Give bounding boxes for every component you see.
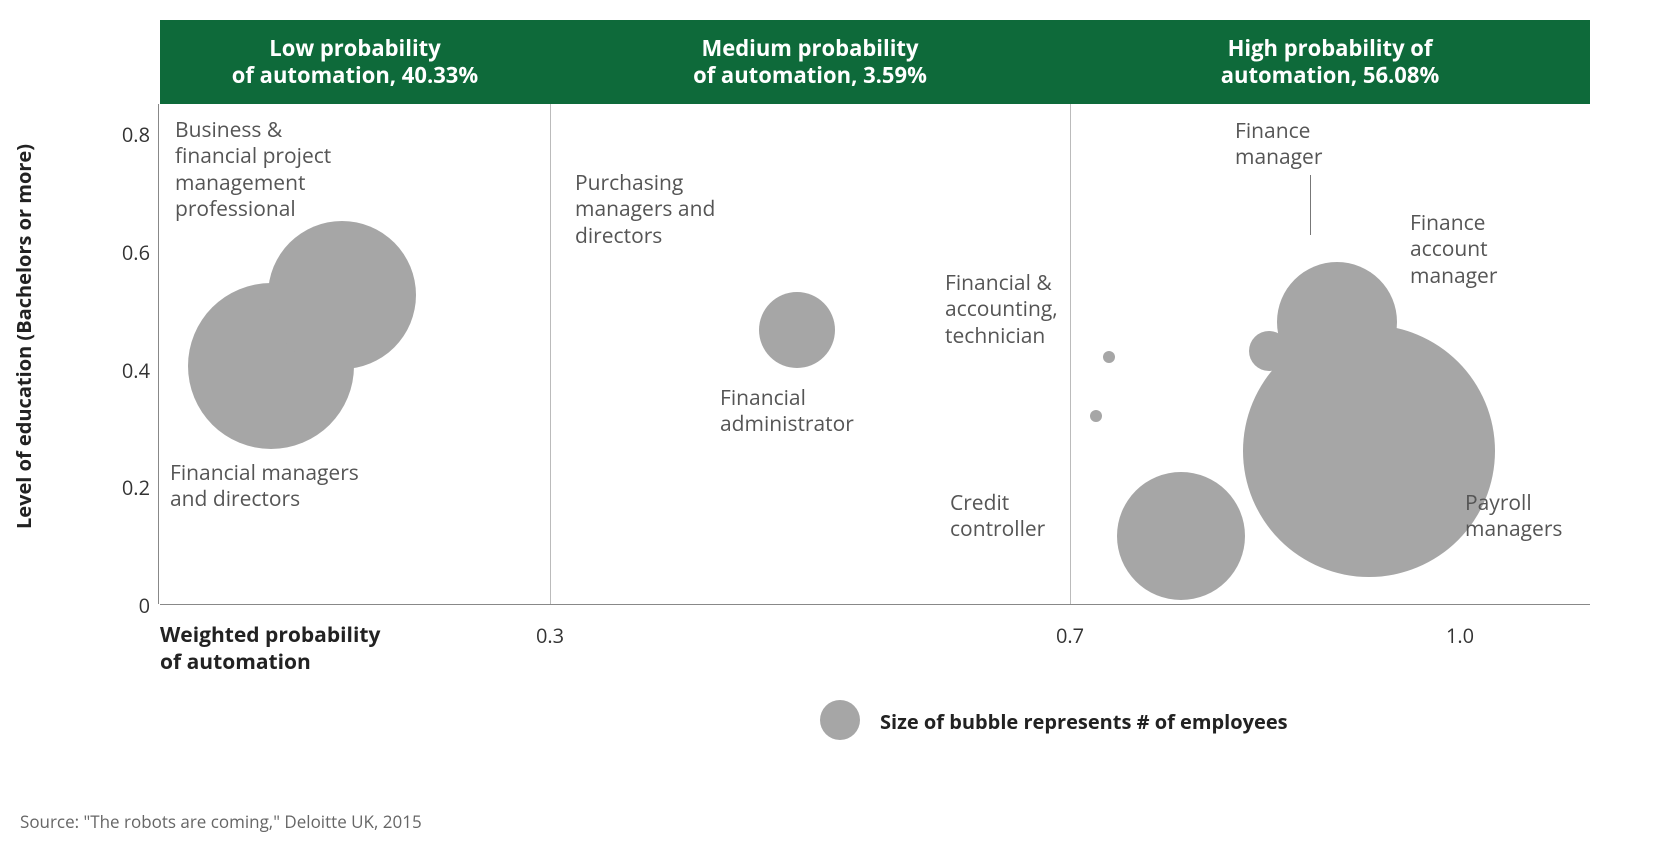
label-finance-manager: Financemanager (1235, 118, 1322, 171)
x-axis-title: Weighted probabilityof automation (160, 622, 380, 677)
x-tick-label: 0.7 (1050, 622, 1090, 649)
x-tick-label: 1.0 (1440, 622, 1480, 649)
leader-finance-manager (1310, 175, 1311, 235)
header-band-line1: High probability of (1221, 35, 1440, 63)
section-divider-0 (550, 104, 551, 604)
header-band-1: Medium probabilityof automation, 3.59% (550, 20, 1070, 104)
bubble-financial-accounting-technician (1103, 351, 1115, 363)
bubble-payroll-managers (1243, 325, 1495, 577)
x-tick-label: 0.3 (530, 622, 570, 649)
header-band-2: High probability ofautomation, 56.08% (1070, 20, 1590, 104)
y-tick-label: 0.8 (105, 121, 150, 148)
y-tick-label: 0 (105, 592, 150, 619)
y-tick-label: 0.6 (105, 239, 150, 266)
header-band-line1: Medium probability (693, 35, 927, 63)
section-divider-1 (1070, 104, 1071, 604)
bubble-chart: Level of education (Bachelors or more)Lo… (20, 20, 1637, 830)
y-axis-line (158, 104, 159, 604)
label-purchasing-managers-directors: Purchasingmanagers anddirectors (575, 170, 715, 249)
y-axis-label: Level of education (Bachelors or more) (10, 144, 37, 529)
header-band-line1: Low probability (232, 35, 478, 63)
label-finance-account-manager: Financeaccountmanager (1410, 210, 1497, 289)
header-band-line2: of automation, 3.59% (693, 62, 927, 90)
label-credit-controller: Creditcontroller (950, 490, 1045, 543)
source-citation: Source: "The robots are coming," Deloitt… (20, 810, 422, 833)
bubble-business-financial-pm-professional (268, 221, 416, 369)
header-band-line2: automation, 56.08% (1221, 62, 1440, 90)
bubble-purchasing-managers-directors (759, 292, 835, 368)
label-business-financial-pm-professional: Business &financial projectmanagementpro… (175, 117, 331, 222)
legend-bubble-icon (820, 700, 860, 740)
label-financial-managers-directors: Financial managersand directors (170, 460, 359, 513)
bubble-financial-administrator (1090, 410, 1102, 422)
header-band-0: Low probabilityof automation, 40.33% (160, 20, 550, 104)
label-payroll-managers: Payrollmanagers (1465, 490, 1562, 543)
legend-text: Size of bubble represents # of employees (880, 708, 1288, 735)
y-tick-label: 0.4 (105, 357, 150, 384)
x-axis-line (160, 604, 1590, 605)
bubble-credit-controller (1117, 472, 1245, 600)
y-tick-label: 0.2 (105, 474, 150, 501)
header-band-line2: of automation, 40.33% (232, 62, 478, 90)
label-financial-accounting-technician: Financial &accounting,technician (945, 270, 1058, 349)
label-financial-administrator: Financialadministrator (720, 385, 854, 438)
